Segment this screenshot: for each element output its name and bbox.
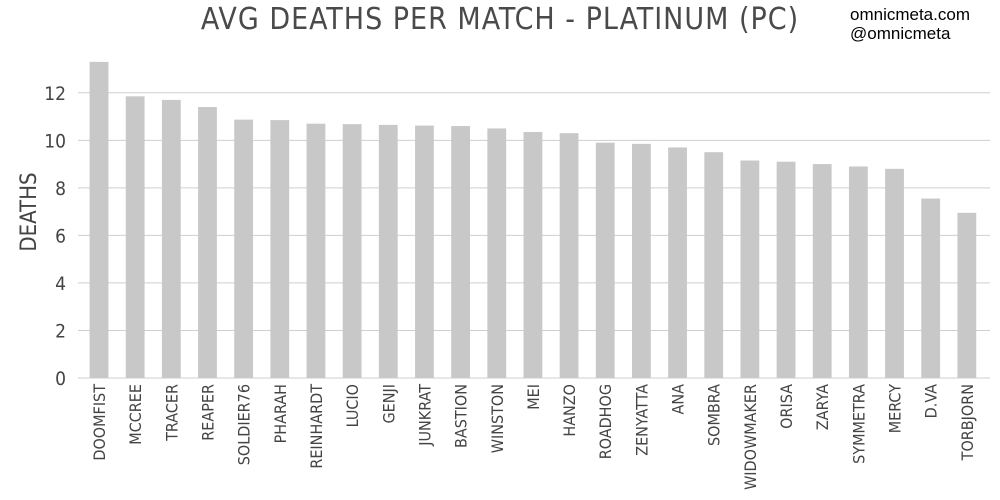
x-tick-label: ZENYATTA bbox=[632, 384, 651, 456]
y-tick-label: 12 bbox=[44, 83, 66, 105]
x-category-labels: DOOMFIST MCCREE TRACER REAPER SOLDIER76 PHARA… bbox=[90, 384, 977, 490]
chart-title: AVG DEATHS PER MATCH - PLATINUM (PC) bbox=[200, 2, 800, 37]
bar-widowmaker bbox=[740, 160, 760, 378]
bar-torbjorn bbox=[957, 212, 977, 378]
x-tick-label: PHARAH bbox=[271, 384, 290, 443]
x-tick-label: BASTION bbox=[452, 384, 471, 448]
x-tick-label: MEI bbox=[524, 384, 543, 410]
bar-ana bbox=[668, 147, 687, 378]
x-tick-label: GENJI bbox=[379, 384, 398, 424]
x-tick-label: REAPER bbox=[198, 384, 217, 441]
y-axis-label: DEATHS bbox=[17, 172, 42, 251]
bar-bastion bbox=[451, 126, 471, 378]
bar-sombra bbox=[704, 152, 724, 378]
x-tick-label: SOLDIER76 bbox=[235, 384, 254, 465]
bar-lucio bbox=[342, 124, 362, 378]
y-tick-label: 4 bbox=[55, 273, 66, 295]
bar-reinhardt bbox=[306, 123, 326, 379]
bar-symmetra bbox=[848, 166, 868, 378]
y-tick-labels: 0 2 4 6 8 10 12 bbox=[44, 83, 66, 390]
x-tick-label: D.VA bbox=[922, 384, 941, 418]
bar-mercy bbox=[885, 168, 904, 378]
bar-mccree bbox=[125, 96, 145, 378]
x-tick-label: MERCY bbox=[886, 384, 905, 433]
x-tick-label: REINHARDT bbox=[307, 384, 326, 469]
bar-soldier76 bbox=[234, 119, 254, 379]
x-tick-label: ANA bbox=[669, 384, 688, 415]
y-tick-label: 2 bbox=[55, 320, 66, 342]
x-tick-label: ORISA bbox=[777, 384, 796, 429]
bar-winston bbox=[487, 128, 507, 378]
bar-genji bbox=[378, 124, 398, 378]
bar-hanzo bbox=[559, 133, 579, 378]
bar-orisa bbox=[776, 161, 796, 378]
x-tick-label: ROADHOG bbox=[596, 384, 615, 459]
bar-junkrat bbox=[415, 125, 434, 378]
brand-url: omnicmeta.com bbox=[850, 5, 970, 24]
x-tick-label: ZARYA bbox=[813, 384, 832, 430]
y-tick-label: 8 bbox=[55, 178, 66, 200]
x-tick-label: TORBJORN bbox=[958, 384, 977, 461]
x-tick-label: JUNKRAT bbox=[415, 384, 434, 447]
brand-handle: @omnicmeta bbox=[850, 24, 951, 43]
bar-mei bbox=[523, 132, 543, 378]
bar-doomfist bbox=[89, 61, 109, 378]
x-tick-label: SYMMETRA bbox=[849, 384, 868, 464]
y-tick-label: 6 bbox=[55, 225, 66, 247]
x-tick-label: TRACER bbox=[162, 384, 181, 442]
bar-zarya bbox=[812, 164, 832, 378]
bars bbox=[89, 61, 977, 379]
x-tick-label: DOOMFIST bbox=[90, 384, 109, 461]
bar-zenyatta bbox=[631, 143, 651, 378]
x-tick-label: HANZO bbox=[560, 384, 579, 437]
x-tick-label: LUCIO bbox=[343, 384, 362, 427]
bar-reaper bbox=[198, 107, 217, 378]
bar-tracer bbox=[161, 99, 181, 379]
bar-roadhog bbox=[595, 142, 615, 378]
x-tick-label: MCCREE bbox=[126, 384, 145, 445]
bar-pharah bbox=[270, 120, 290, 379]
x-tick-label: WIDOWMAKER bbox=[741, 384, 760, 490]
x-tick-label: WINSTON bbox=[488, 384, 507, 453]
y-tick-label: 0 bbox=[55, 368, 66, 390]
y-tick-label: 10 bbox=[44, 130, 66, 152]
bar-d-va bbox=[921, 198, 941, 378]
x-tick-label: SOMBRA bbox=[705, 384, 724, 446]
